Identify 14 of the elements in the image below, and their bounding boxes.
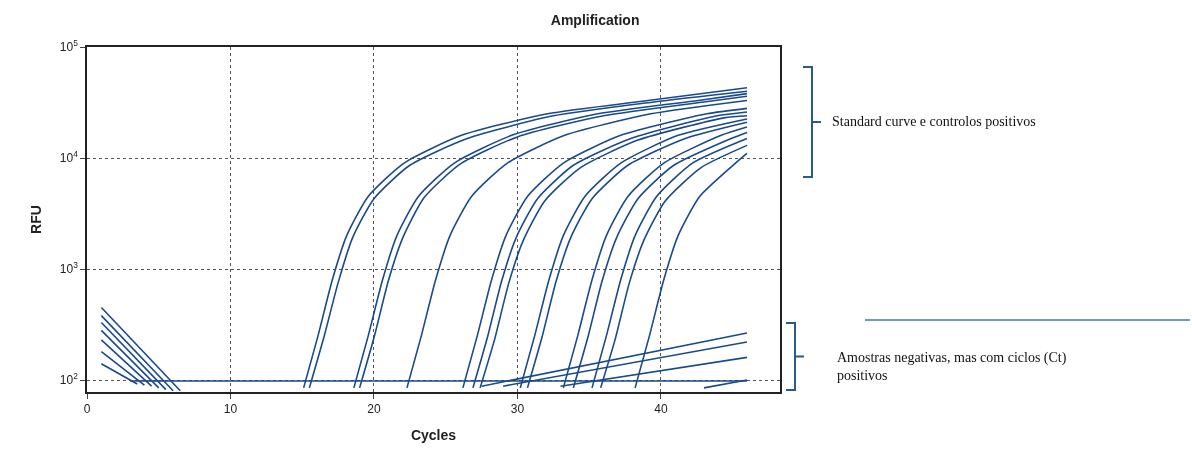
text: Standard curve e controlos positivos [832,114,1036,129]
x-tick-label: 40 [654,402,668,417]
chart-title: Amplification [550,11,640,28]
y-tick-label: 10$^{4}$ [59,149,79,166]
y-axis-title: RFU [27,205,44,234]
x-tick-label: 30 [510,402,525,417]
x-tick-label: 10 [223,402,238,417]
y-tick-label: 10$^{2}$ [59,371,79,388]
y-tick-label: 10$^{3}$ [59,260,79,277]
x-tick-label: 0 [83,402,91,417]
x-axis-title: Cycles [410,426,457,443]
text: Amostras negativas, mas com ciclos (Ct) positivos [837,350,1067,384]
y-tick-label: 10$^{5}$ [59,38,79,55]
x-tick-label: 20 [367,402,381,417]
